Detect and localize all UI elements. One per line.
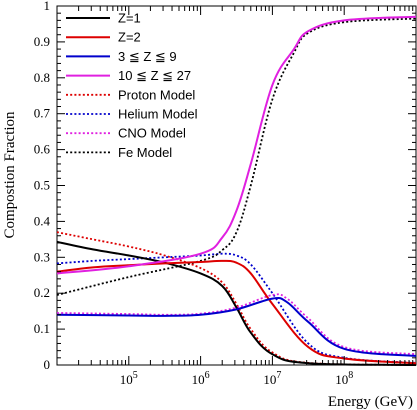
y-tick-label: 0.8 xyxy=(34,70,50,85)
y-tick-label: 0.5 xyxy=(34,178,50,193)
legend-item-helium-model: Helium Model xyxy=(66,107,198,122)
x-tick-label: 106 xyxy=(192,370,210,387)
y-tick-label: 0.3 xyxy=(34,249,50,264)
series-line-helium-model xyxy=(56,252,417,364)
series-line-z-1 xyxy=(56,240,417,366)
y-tick-label: 1 xyxy=(44,0,51,13)
legend-label: Proton Model xyxy=(118,87,195,102)
legend-item-z-2: Z=2 xyxy=(66,30,141,45)
legend-label: CNO Model xyxy=(118,126,186,141)
legend-item-3-z-9: 3 ≦ Z ≦ 9 xyxy=(66,49,177,64)
x-tick-label: 107 xyxy=(263,370,281,387)
y-tick-label: 0.2 xyxy=(34,285,50,300)
legend-label: Z=1 xyxy=(118,11,141,26)
legend-label: Helium Model xyxy=(118,107,198,122)
y-tick-label: 0.1 xyxy=(34,321,50,336)
series-line-10-z-27 xyxy=(56,15,417,275)
y-axis-title: Compostion Fraction xyxy=(2,111,18,239)
x-tick-label: 108 xyxy=(335,370,353,387)
legend-label: 10 ≦ Z ≦ 27 xyxy=(118,68,191,83)
y-tick-label: 0.6 xyxy=(34,142,51,157)
y-tick-label: 0.7 xyxy=(34,106,51,121)
legend-item-fe-model: Fe Model xyxy=(66,145,172,160)
legend-label: Z=2 xyxy=(118,30,141,45)
legend-item-cno-model: CNO Model xyxy=(66,126,186,141)
y-tick-label: 0 xyxy=(44,357,51,372)
x-tick-label: 105 xyxy=(120,370,138,387)
series-line-z-2 xyxy=(56,259,417,365)
series-line-cno-model xyxy=(56,293,417,356)
legend-item-10-z-27: 10 ≦ Z ≦ 27 xyxy=(66,68,191,83)
legend-label: 3 ≦ Z ≦ 9 xyxy=(118,49,177,64)
y-tick-label: 0.9 xyxy=(34,34,50,49)
legend-item-z-1: Z=1 xyxy=(66,11,141,26)
plot-frame xyxy=(56,5,417,366)
y-tick-label: 0.4 xyxy=(34,213,51,228)
series-line-fe-model xyxy=(56,17,417,296)
legend-item-proton-model: Proton Model xyxy=(66,87,195,102)
x-axis-title: Energy (GeV) xyxy=(328,394,413,410)
legend-label: Fe Model xyxy=(118,145,172,160)
series-line-3-z-9 xyxy=(56,297,417,358)
